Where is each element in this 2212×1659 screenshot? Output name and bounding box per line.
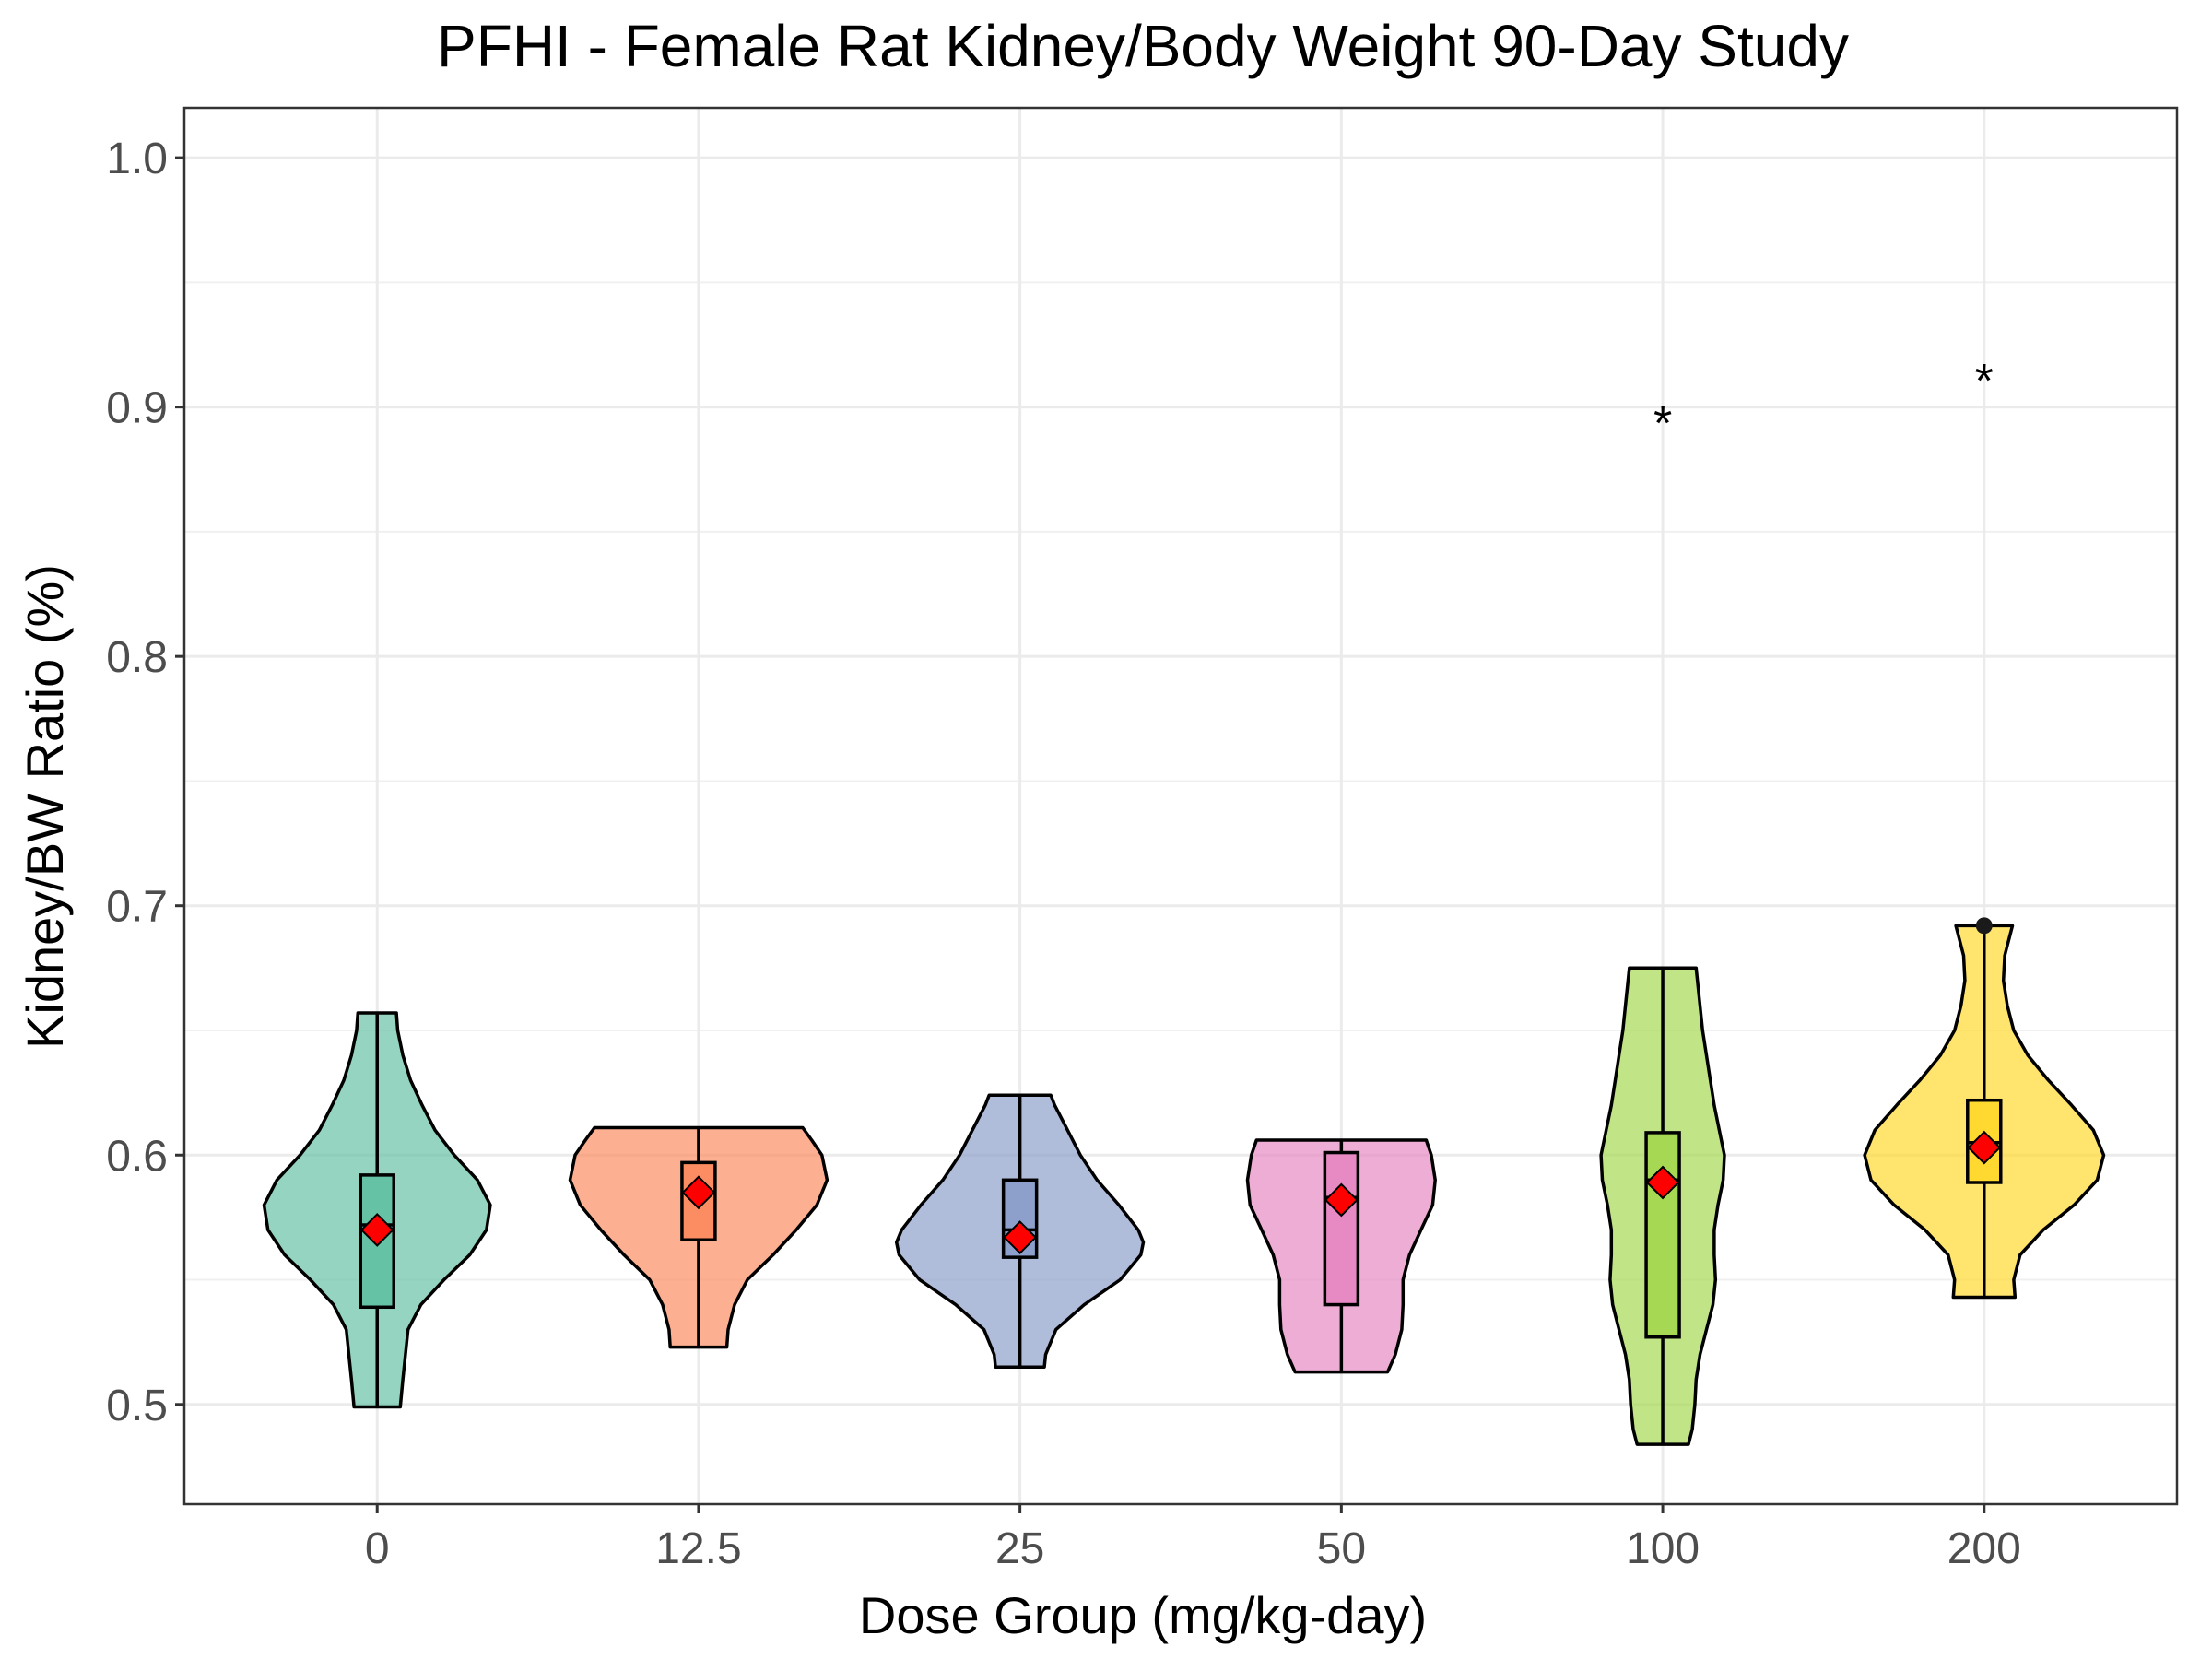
- outlier-point-200: [1976, 917, 1993, 934]
- box-50: [1324, 1153, 1358, 1305]
- chart-title: PFHI - Female Rat Kidney/Body Weight 90-…: [437, 13, 1849, 79]
- y-tick-label: 0.7: [106, 883, 168, 932]
- y-tick-label: 0.8: [106, 633, 168, 682]
- x-tick-label: 12.5: [655, 1524, 741, 1573]
- y-tick-label: 0.9: [106, 384, 168, 433]
- x-tick-label: 100: [1626, 1524, 1700, 1573]
- y-tick-label: 1.0: [106, 135, 168, 183]
- x-tick-label: 200: [1947, 1524, 2021, 1573]
- x-tick-label: 50: [1317, 1524, 1366, 1573]
- significance-marker-100: *: [1653, 397, 1672, 451]
- x-tick-label: 25: [995, 1524, 1044, 1573]
- plot-panel: * * 0.5 0.6 0.7 0.8 0.9 1.0 0 12.5 25 50 100 200: [106, 108, 2177, 1573]
- y-tick-label: 0.5: [106, 1382, 168, 1430]
- significance-marker-200: *: [1975, 355, 1994, 408]
- y-tick-label: 0.6: [106, 1132, 168, 1181]
- plot-background: [184, 108, 2177, 1504]
- x-tick-label: 0: [365, 1524, 390, 1573]
- y-axis-title: Kidney/BW Ratio (%): [16, 564, 74, 1049]
- x-axis-title: Dose Group (mg/kg-day): [859, 1586, 1427, 1644]
- box-100: [1646, 1133, 1679, 1337]
